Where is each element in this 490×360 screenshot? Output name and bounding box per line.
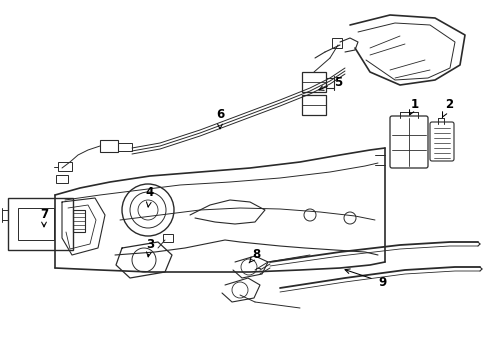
Text: 2: 2 <box>442 98 453 117</box>
Bar <box>100 140 118 152</box>
Bar <box>302 72 326 92</box>
Bar <box>18 208 54 240</box>
Bar <box>118 143 132 151</box>
Bar <box>302 95 326 115</box>
Bar <box>332 38 342 48</box>
Text: 8: 8 <box>249 248 260 263</box>
Text: 5: 5 <box>319 76 342 90</box>
Text: 6: 6 <box>216 108 224 129</box>
Text: 7: 7 <box>40 208 48 227</box>
Text: 1: 1 <box>410 98 419 115</box>
Text: 9: 9 <box>345 269 386 288</box>
Bar <box>163 234 173 242</box>
Bar <box>56 175 68 183</box>
Bar <box>58 162 72 171</box>
Text: 4: 4 <box>146 186 154 207</box>
Bar <box>8 198 73 250</box>
Text: 3: 3 <box>146 238 154 257</box>
Bar <box>73 210 85 232</box>
